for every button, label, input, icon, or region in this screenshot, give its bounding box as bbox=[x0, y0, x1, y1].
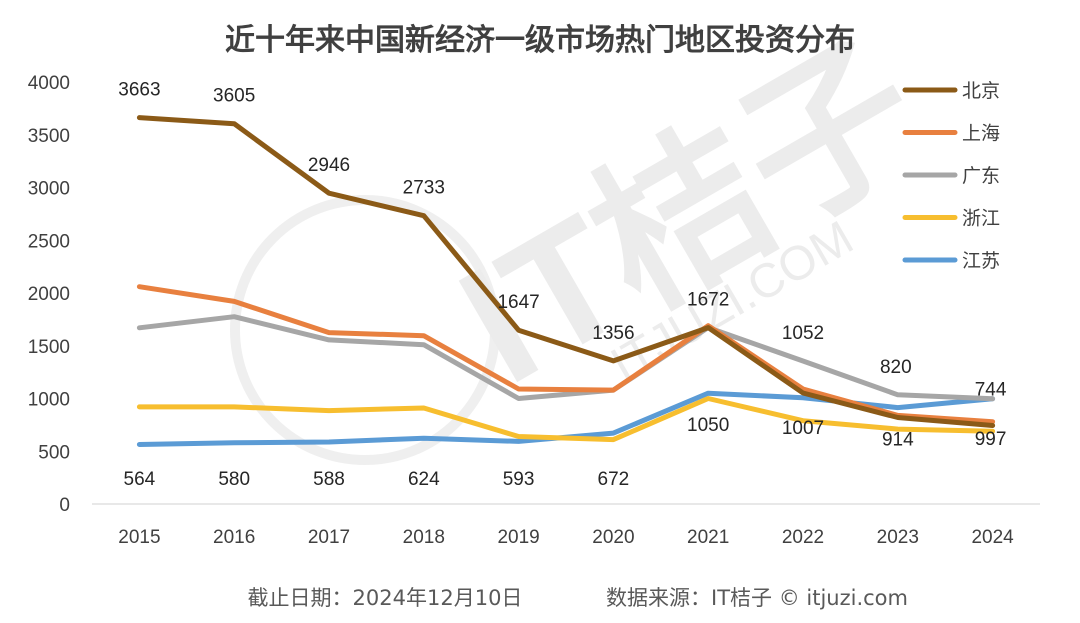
data-label: 580 bbox=[218, 469, 250, 490]
data-label: 914 bbox=[882, 430, 914, 451]
x-tick-label: 2023 bbox=[877, 527, 919, 548]
series-line-4 bbox=[136, 396, 996, 443]
y-tick-label: 1000 bbox=[28, 390, 70, 411]
y-tick-label: 500 bbox=[38, 442, 70, 463]
x-tick-label: 2015 bbox=[118, 527, 160, 548]
legend-label: 江苏 bbox=[962, 250, 1000, 272]
legend-item: 江苏 bbox=[902, 250, 1000, 272]
x-tick-label: 2021 bbox=[687, 527, 729, 548]
watermark-logo-icon bbox=[230, 195, 500, 465]
footer-source: 数据来源：IT桔子 © itjuzi.com bbox=[606, 586, 908, 610]
data-label: 1356 bbox=[592, 323, 634, 344]
x-tick-label: 2020 bbox=[592, 527, 634, 548]
data-label: 3605 bbox=[213, 86, 255, 107]
legend-item: 上海 bbox=[902, 123, 1000, 145]
y-tick-label: 3000 bbox=[28, 179, 70, 200]
data-label: 820 bbox=[880, 357, 912, 378]
data-label: 588 bbox=[313, 469, 345, 490]
footer-date: 截止日期：2024年12月10日 bbox=[248, 586, 523, 610]
x-tick-label: 2018 bbox=[403, 527, 445, 548]
data-label: 1052 bbox=[782, 323, 824, 344]
y-tick-label: 2000 bbox=[28, 284, 70, 305]
x-tick-label: 2022 bbox=[782, 527, 824, 548]
y-tick-label: 3500 bbox=[28, 126, 70, 147]
data-label: 2946 bbox=[308, 155, 350, 176]
data-labels: 3663 3605 2946 2733 1647 1356 1672 1052 820 744 56… bbox=[118, 80, 1007, 490]
legend-item: 广东 bbox=[902, 165, 1000, 187]
legend-item: 北京 bbox=[902, 80, 1000, 102]
legend-label: 浙江 bbox=[962, 208, 1000, 230]
data-label: 564 bbox=[124, 469, 156, 490]
chart-title: 近十年来中国新经济一级市场热门地区投资分布 bbox=[225, 23, 855, 58]
data-label: 997 bbox=[975, 429, 1007, 450]
legend-label: 北京 bbox=[962, 80, 1000, 102]
legend-label: 广东 bbox=[962, 165, 1000, 187]
data-label: 3663 bbox=[118, 80, 160, 101]
data-label: 2733 bbox=[403, 178, 445, 199]
data-label: 1050 bbox=[687, 415, 729, 436]
x-tick-label: 2019 bbox=[497, 527, 539, 548]
series-line-1 bbox=[136, 115, 996, 428]
x-tick-label: 2016 bbox=[213, 527, 255, 548]
series-line-2 bbox=[136, 284, 996, 425]
y-tick-label: 2500 bbox=[28, 231, 70, 252]
y-tick-label: 1500 bbox=[28, 337, 70, 358]
data-label: 1647 bbox=[497, 292, 539, 313]
legend-item: 浙江 bbox=[902, 208, 1000, 230]
data-label: 624 bbox=[408, 469, 440, 490]
data-label: 593 bbox=[503, 469, 535, 490]
data-label: 1672 bbox=[687, 290, 729, 311]
data-label: 1007 bbox=[782, 418, 824, 439]
watermark-brand: IT桔子 bbox=[431, 10, 951, 420]
series-lines bbox=[136, 115, 996, 447]
x-tick-label: 2017 bbox=[308, 527, 350, 548]
series-line-3 bbox=[136, 314, 996, 402]
x-tick-label: 2024 bbox=[971, 527, 1014, 548]
y-axis: 0 500 1000 1500 2000 2500 3000 3500 4000 bbox=[28, 73, 70, 516]
y-tick-label: 4000 bbox=[28, 73, 70, 94]
legend-label: 上海 bbox=[962, 123, 1000, 145]
x-axis: 2015 2016 2017 2018 2019 2020 2021 2022 2023 2024 bbox=[92, 503, 1040, 548]
y-tick-label: 0 bbox=[59, 495, 70, 516]
data-label: 672 bbox=[598, 469, 630, 490]
data-label: 744 bbox=[975, 380, 1007, 401]
